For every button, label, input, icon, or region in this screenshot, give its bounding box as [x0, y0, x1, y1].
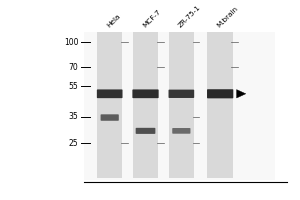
Bar: [84, 32, 275, 180]
Polygon shape: [237, 90, 246, 98]
Text: 100: 100: [64, 38, 78, 47]
Bar: [133, 32, 158, 178]
Text: 35: 35: [69, 112, 78, 121]
Text: ZR-75-1: ZR-75-1: [177, 4, 202, 29]
FancyBboxPatch shape: [136, 128, 155, 134]
FancyBboxPatch shape: [100, 114, 119, 121]
Text: 55: 55: [69, 82, 78, 91]
Text: MCF-7: MCF-7: [141, 9, 161, 29]
FancyBboxPatch shape: [207, 89, 233, 98]
Bar: [169, 32, 194, 178]
FancyBboxPatch shape: [172, 128, 190, 134]
Text: 70: 70: [69, 63, 78, 72]
Text: Hela: Hela: [105, 13, 121, 29]
FancyBboxPatch shape: [97, 89, 122, 98]
Text: M.brain: M.brain: [216, 6, 239, 29]
FancyBboxPatch shape: [132, 89, 159, 98]
Bar: [208, 32, 233, 178]
FancyBboxPatch shape: [169, 90, 194, 98]
Text: 25: 25: [69, 139, 78, 148]
Bar: [97, 32, 122, 178]
